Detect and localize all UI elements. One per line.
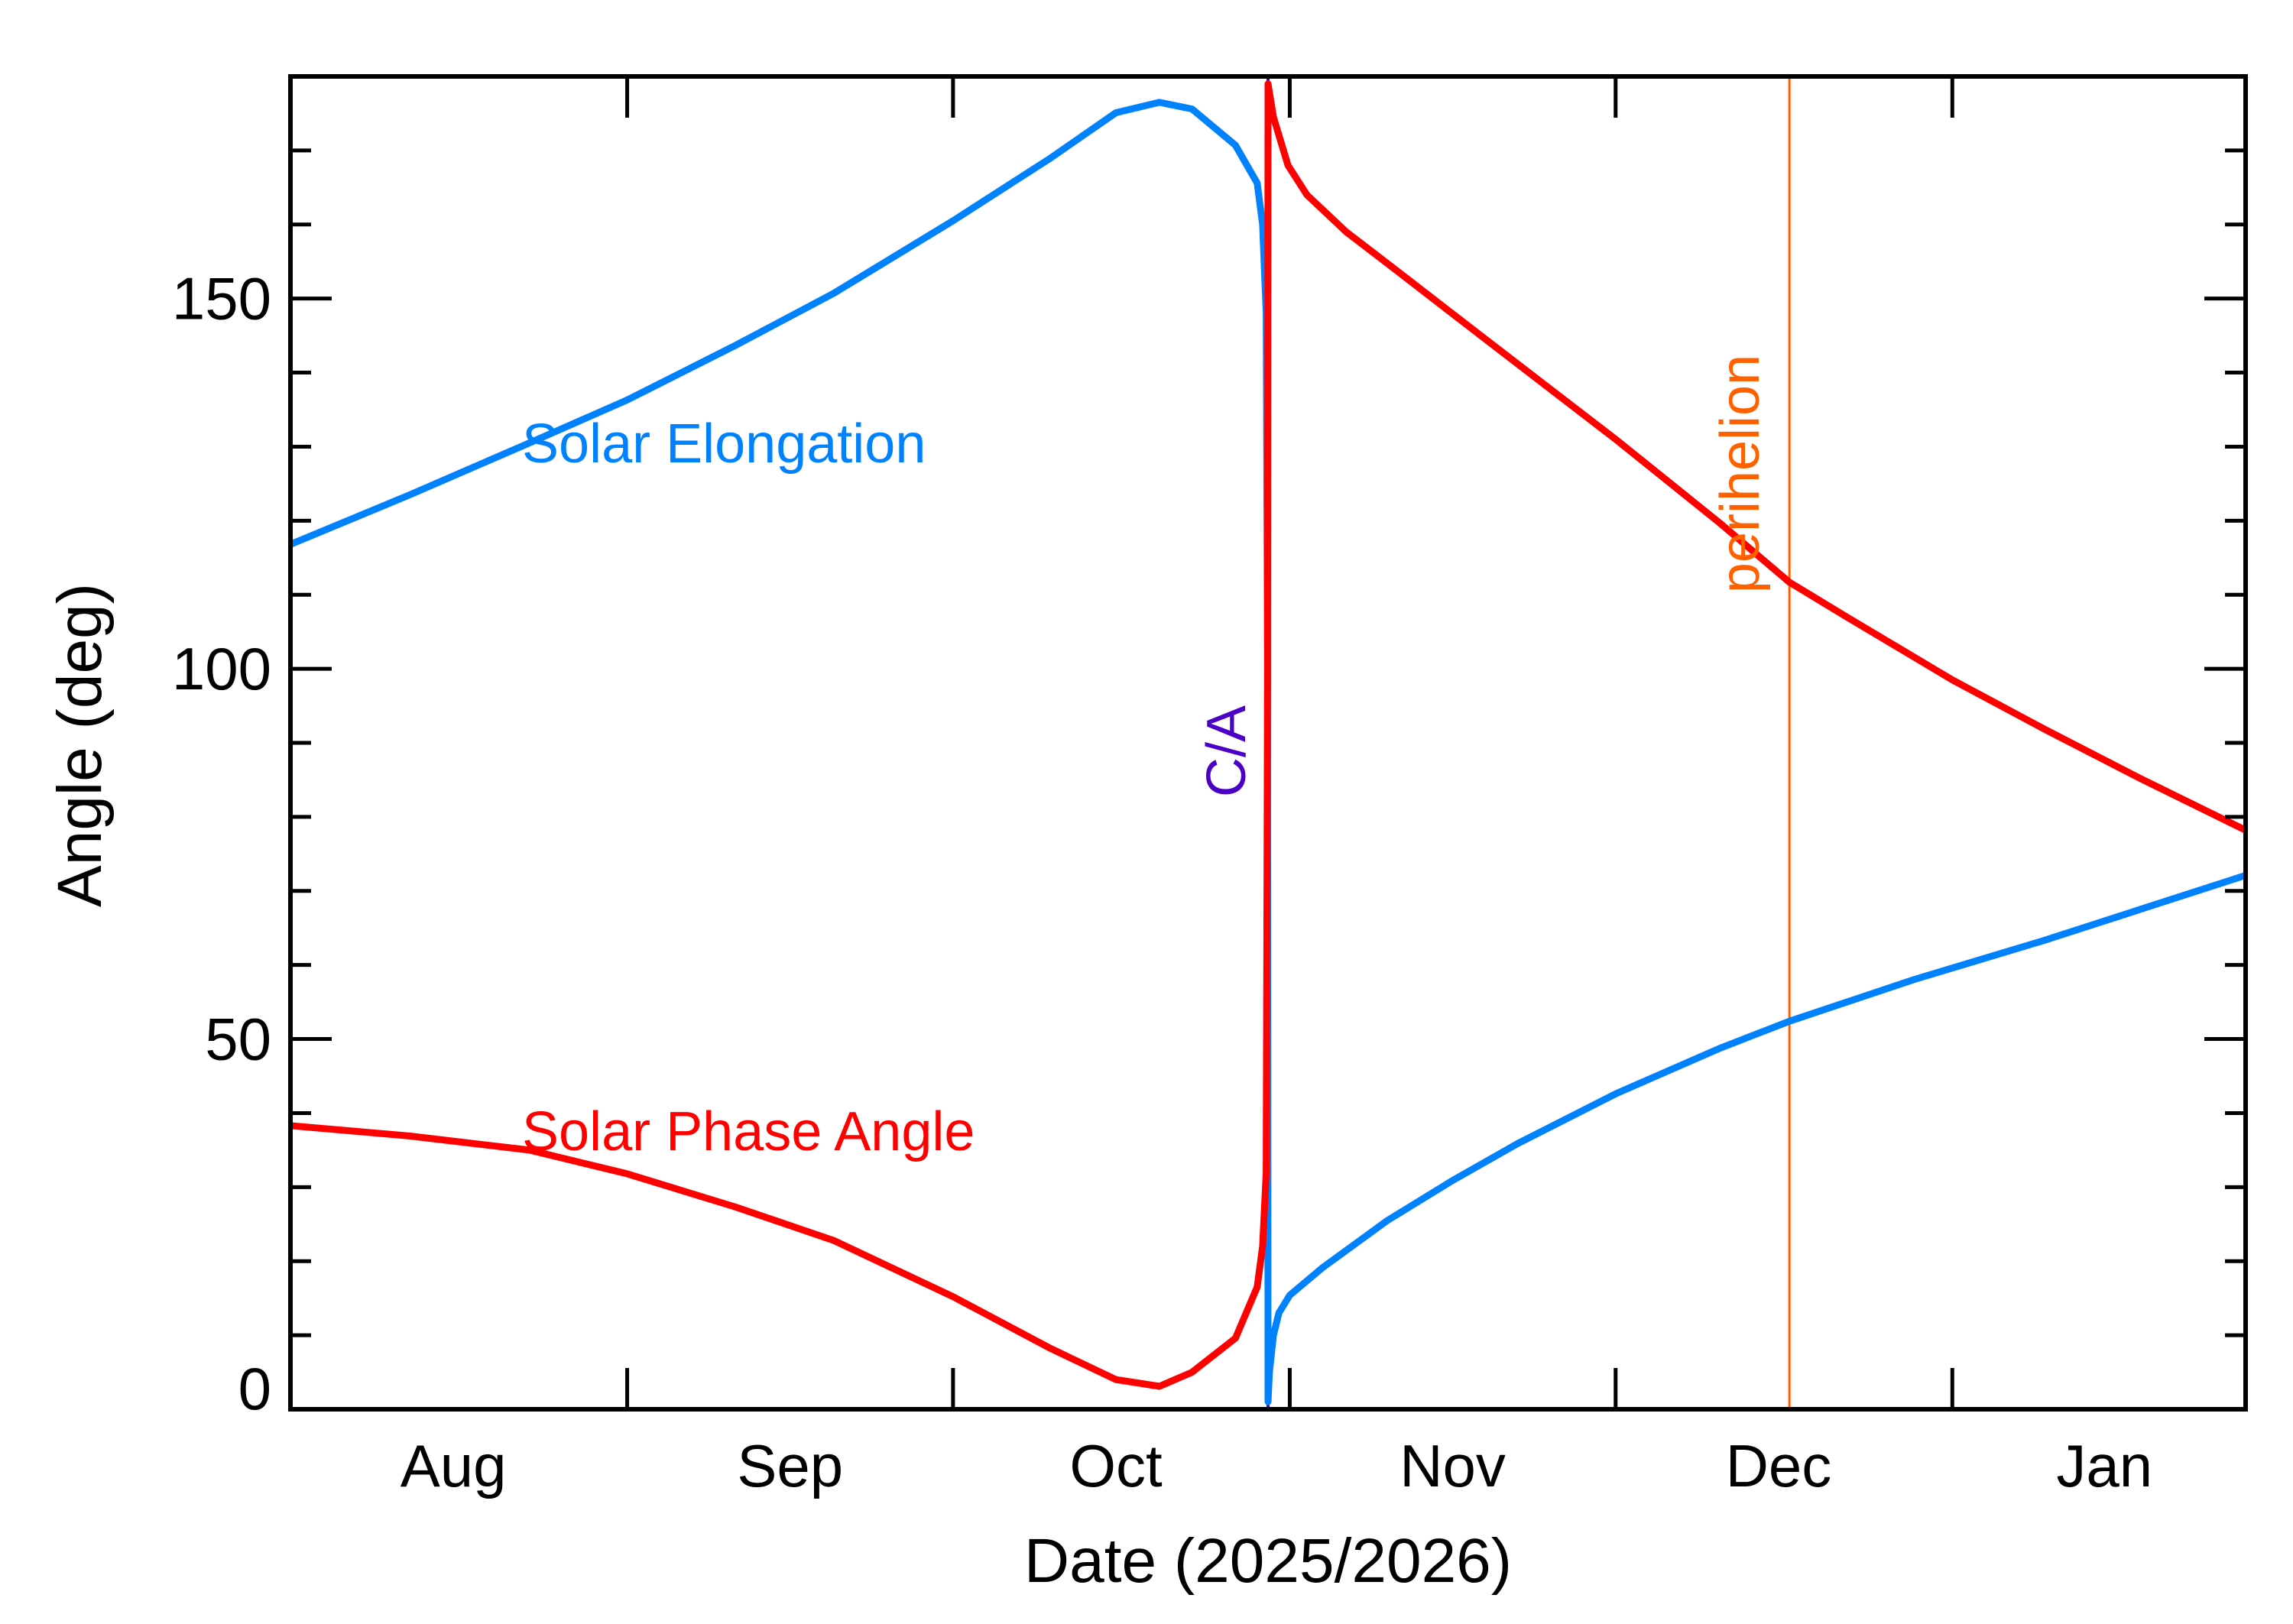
perihelion-label: perihelion [1710,355,1771,593]
series-label-solar-phase-angle: Solar Phase Angle [522,1101,975,1162]
x-tick-label: Jan [2056,1432,2152,1499]
x-axis-title: Date (2025/2026) [1024,1526,1512,1596]
y-tick-label: 0 [238,1355,271,1422]
x-tick-label: Nov [1399,1432,1506,1499]
x-tick-label: Dec [1726,1432,1832,1499]
x-tick-label: Oct [1069,1432,1163,1499]
plot-marks [289,76,2247,1409]
series-label-solar-elongation: Solar Elongation [522,413,926,475]
ca-label: C/A [1196,705,1257,797]
y-tick-label: 150 [172,265,271,332]
x-tick-label: Aug [401,1432,507,1499]
solar-phase-angle-line [290,80,2247,1390]
y-tick-label: 100 [172,635,271,702]
y-tick-label: 50 [205,1006,271,1073]
y-axis-title: Angle (deg) [45,583,115,907]
x-tick-label: Sep [737,1432,843,1499]
axes: Aug Sep Oct Nov Dec Jan 0 50 100 150 [172,74,2248,1499]
